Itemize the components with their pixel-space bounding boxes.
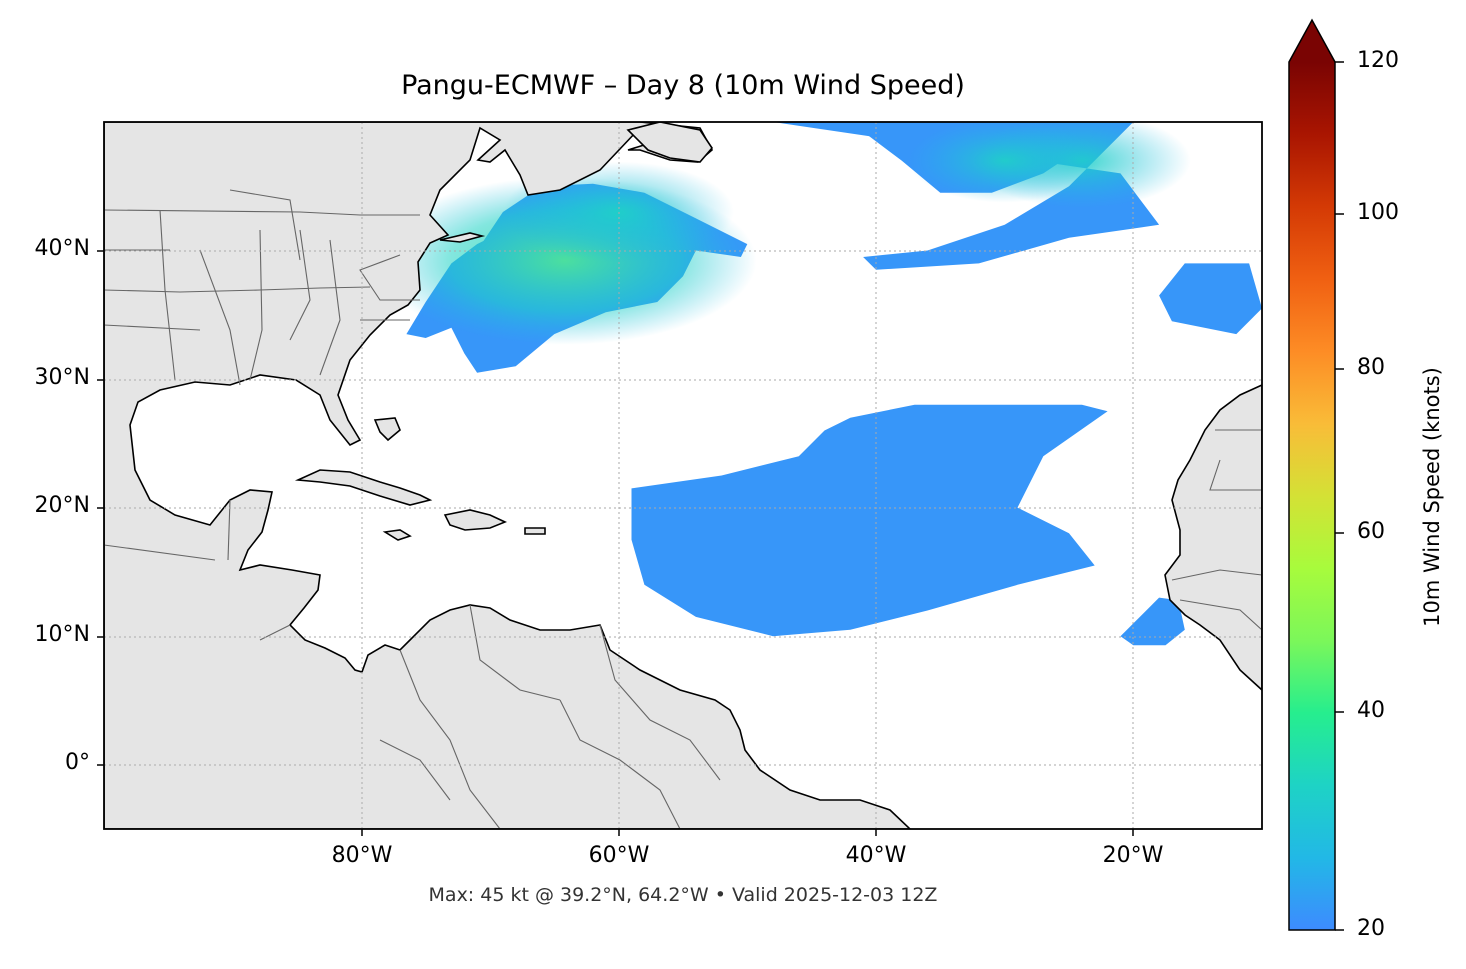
colorbar-tick-label: 100 <box>1357 200 1399 225</box>
lon-tick-label: 40°W <box>845 843 907 868</box>
island-newfoundland <box>626 122 714 163</box>
colorbar <box>1288 18 1344 931</box>
colorbar-tick-label: 80 <box>1357 355 1385 380</box>
colorbar-label: 10m Wind Speed (knots) <box>1420 367 1444 627</box>
map-frame <box>103 121 1263 830</box>
colorbar-tick-label: 40 <box>1357 698 1385 723</box>
colorbar-extend-arrow <box>1289 20 1335 62</box>
colorbar-ticks <box>1335 61 1344 931</box>
axis-ticks <box>97 250 1134 836</box>
figure-footer-note: Max: 45 kt @ 39.2°N, 64.2°W • Valid 2025… <box>428 884 938 906</box>
lat-tick-label: 40°N <box>34 236 90 261</box>
gridlines <box>104 122 1262 829</box>
colorbar-outline <box>1288 18 1336 931</box>
wind-region <box>1159 263 1262 335</box>
lat-tick-label: 10°N <box>34 622 90 647</box>
lon-tick-label: 80°W <box>331 843 393 868</box>
lon-tick-label: 20°W <box>1102 843 1164 868</box>
colorbar-tick-label: 60 <box>1357 519 1385 544</box>
colorbar-tick-label: 20 <box>1357 916 1385 941</box>
island-puerto-rico <box>524 527 546 535</box>
wind-speed-maximum <box>908 122 1101 203</box>
island-jamaica <box>382 529 412 541</box>
island-hispaniola <box>443 509 508 531</box>
island-cuba <box>294 469 433 506</box>
colorbar-bar <box>1289 62 1335 930</box>
island-long-island <box>439 232 486 243</box>
internal-borders <box>104 189 1262 829</box>
lat-tick-label: 30°N <box>34 365 90 390</box>
wind-region <box>631 404 1108 637</box>
land-layer <box>104 122 1262 829</box>
wind-region <box>1120 597 1185 646</box>
north-america-land <box>104 122 912 829</box>
lon-tick-label: 60°W <box>588 843 650 868</box>
figure-title: Pangu-ECMWF – Day 8 (10m Wind Speed) <box>401 70 965 101</box>
lat-tick-label: 20°N <box>34 493 90 518</box>
africa-land <box>1164 384 1262 692</box>
island-bahamas <box>373 417 401 442</box>
lat-tick-label: 0° <box>65 750 90 775</box>
colorbar-tick-label: 120 <box>1357 48 1399 73</box>
